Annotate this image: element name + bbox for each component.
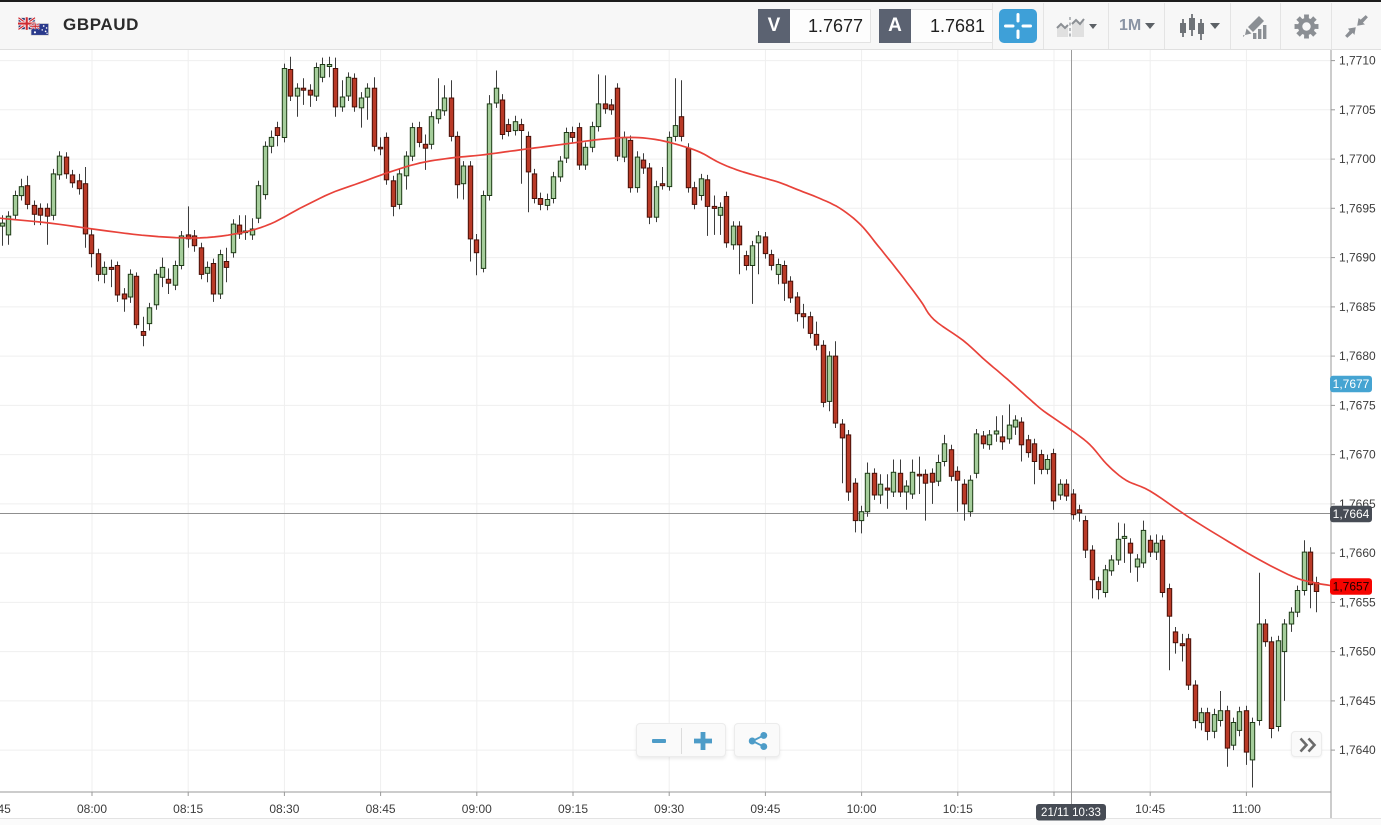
svg-text:1,7670: 1,7670 bbox=[1339, 448, 1376, 462]
svg-text:08:45: 08:45 bbox=[366, 802, 396, 816]
svg-text:1,7705: 1,7705 bbox=[1339, 103, 1376, 117]
svg-text:1,7650: 1,7650 bbox=[1339, 645, 1376, 659]
svg-text:08:15: 08:15 bbox=[173, 802, 203, 816]
svg-text:08:30: 08:30 bbox=[269, 802, 299, 816]
svg-text:1,7680: 1,7680 bbox=[1339, 349, 1376, 363]
svg-text:11:00: 11:00 bbox=[1232, 802, 1261, 816]
svg-text:1,7660: 1,7660 bbox=[1339, 546, 1376, 560]
svg-text:09:30: 09:30 bbox=[654, 802, 684, 816]
svg-text:07:45: 07:45 bbox=[0, 802, 11, 816]
svg-text:1,7655: 1,7655 bbox=[1339, 595, 1376, 609]
svg-text:08:00: 08:00 bbox=[77, 802, 107, 816]
svg-text:1,7664: 1,7664 bbox=[1333, 507, 1370, 521]
svg-text:1,7695: 1,7695 bbox=[1339, 201, 1376, 215]
svg-text:10:15: 10:15 bbox=[943, 802, 973, 816]
svg-text:09:45: 09:45 bbox=[750, 802, 780, 816]
svg-text:1,7645: 1,7645 bbox=[1339, 694, 1376, 708]
svg-text:1,7710: 1,7710 bbox=[1339, 54, 1376, 68]
svg-text:1,7675: 1,7675 bbox=[1339, 398, 1376, 412]
svg-text:1,7677: 1,7677 bbox=[1333, 377, 1370, 391]
svg-text:1,7657: 1,7657 bbox=[1333, 580, 1370, 594]
svg-text:1,7640: 1,7640 bbox=[1339, 743, 1376, 757]
svg-text:1,7685: 1,7685 bbox=[1339, 300, 1376, 314]
svg-text:1,7690: 1,7690 bbox=[1339, 251, 1376, 265]
svg-text:10:45: 10:45 bbox=[1135, 802, 1165, 816]
svg-text:21/11 10:33: 21/11 10:33 bbox=[1041, 807, 1101, 819]
svg-text:09:00: 09:00 bbox=[462, 802, 492, 816]
svg-text:09:15: 09:15 bbox=[558, 802, 588, 816]
svg-text:10:00: 10:00 bbox=[847, 802, 877, 816]
svg-text:1,7700: 1,7700 bbox=[1339, 152, 1376, 166]
